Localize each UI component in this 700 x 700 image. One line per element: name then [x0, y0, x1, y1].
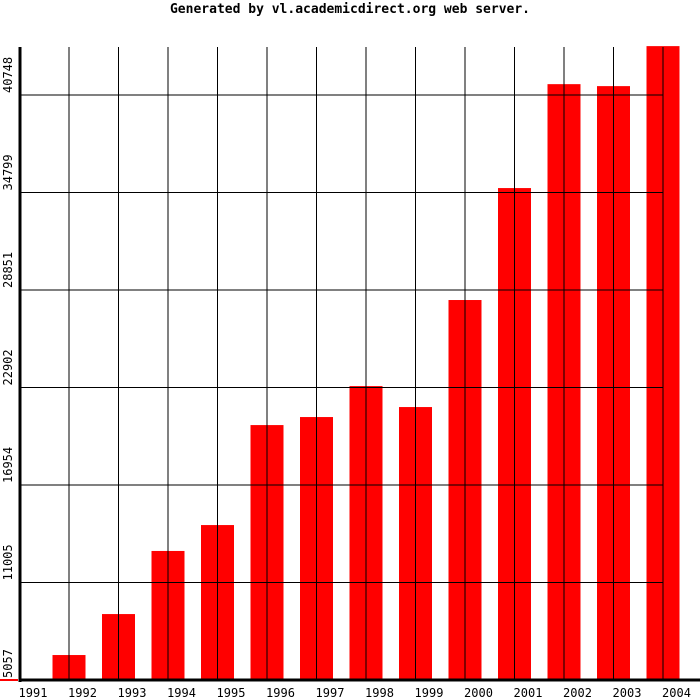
x-tick-label: 2000 — [464, 686, 493, 700]
y-tick-label: 16954 — [1, 447, 15, 483]
chart-title: Generated by vl.academicdirect.org web s… — [169, 2, 531, 17]
x-tick-label: 2004 — [662, 686, 691, 700]
x-tick-label: 2002 — [563, 686, 592, 700]
y-tick-label: 34799 — [1, 154, 15, 190]
x-tick-label: 1998 — [365, 686, 394, 700]
y-tick-label: 28851 — [1, 252, 15, 288]
x-tick-label: 1993 — [118, 686, 147, 700]
x-tick-label: 1991 — [19, 686, 48, 700]
y-tick-label: 22902 — [1, 349, 15, 385]
x-tick-label: 1992 — [68, 686, 97, 700]
y-tick-label: 5057 — [1, 649, 15, 678]
x-tick-label: 1997 — [316, 686, 345, 700]
x-tick-label: 1999 — [415, 686, 444, 700]
y-tick-label: 40748 — [1, 57, 15, 93]
y-tick-label: 11005 — [1, 544, 15, 580]
x-tick-label: 2001 — [514, 686, 543, 700]
x-tick-label: 2003 — [613, 686, 642, 700]
x-tick-label: 1994 — [167, 686, 196, 700]
x-tick-label: 1996 — [266, 686, 295, 700]
x-tick-label: 1995 — [217, 686, 246, 700]
